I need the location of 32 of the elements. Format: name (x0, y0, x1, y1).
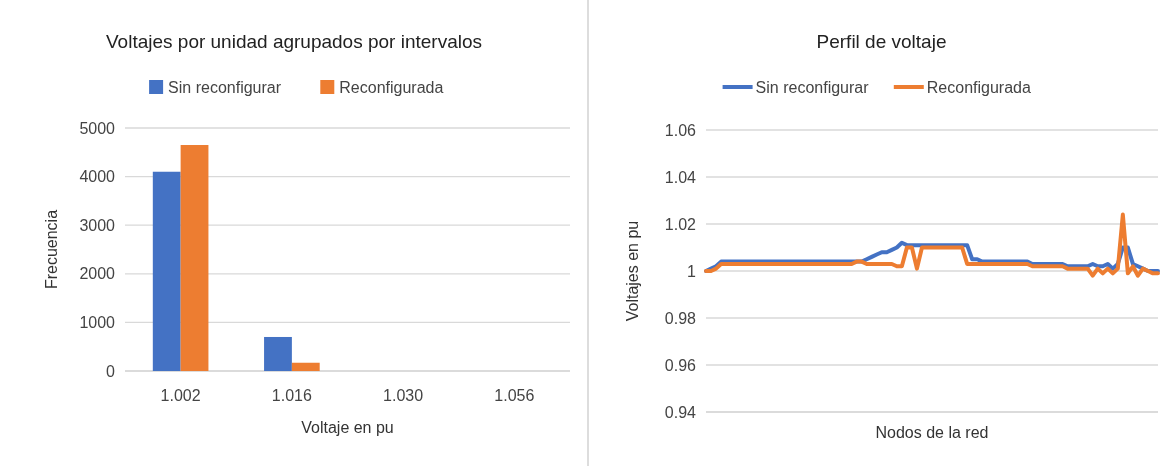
y-tick-label: 1.06 (664, 121, 697, 139)
y-axis-title: Voltajes en pu (624, 220, 641, 322)
bar (180, 145, 209, 371)
bar (264, 336, 292, 371)
chart-title: Perfil de voltaje (816, 31, 947, 52)
y-tick-label: 4000 (79, 168, 116, 186)
legend-label: Sin reconfigurar (755, 78, 870, 96)
legend-label: Reconfigurada (339, 78, 444, 96)
y-tick-label: 5000 (79, 119, 116, 137)
y-tick-label: 1 (687, 262, 697, 280)
x-tick-label: 1.056 (494, 387, 535, 404)
y-tick-label: 2000 (79, 265, 116, 283)
x-axis-title: Voltaje en pu (301, 419, 394, 436)
y-tick-label: 0 (106, 362, 116, 380)
y-tick-label: 1.02 (664, 215, 697, 233)
legend-label: Reconfigurada (926, 78, 1031, 96)
x-axis-title: Nodos de la red (875, 424, 989, 441)
line-series (704, 212, 1160, 278)
x-tick-label: 1.002 (160, 387, 201, 404)
x-tick-label: 1.030 (383, 387, 424, 404)
y-tick-label: 0.98 (664, 309, 697, 327)
bar (152, 171, 181, 371)
y-tick-label: 0.96 (664, 356, 697, 374)
y-tick-label: 3000 (79, 216, 116, 234)
x-tick-label: 1.016 (271, 387, 312, 404)
y-axis-title: Frecuencia (43, 209, 60, 290)
y-tick-label: 1.04 (664, 168, 697, 186)
y-tick-label: 1000 (79, 314, 116, 331)
legend-label: Sin reconfigurar (168, 78, 282, 96)
bar (291, 362, 320, 371)
y-tick-label: 0.94 (664, 403, 697, 421)
chart-title: Voltajes por unidad agrupados por intervalos (105, 31, 483, 52)
